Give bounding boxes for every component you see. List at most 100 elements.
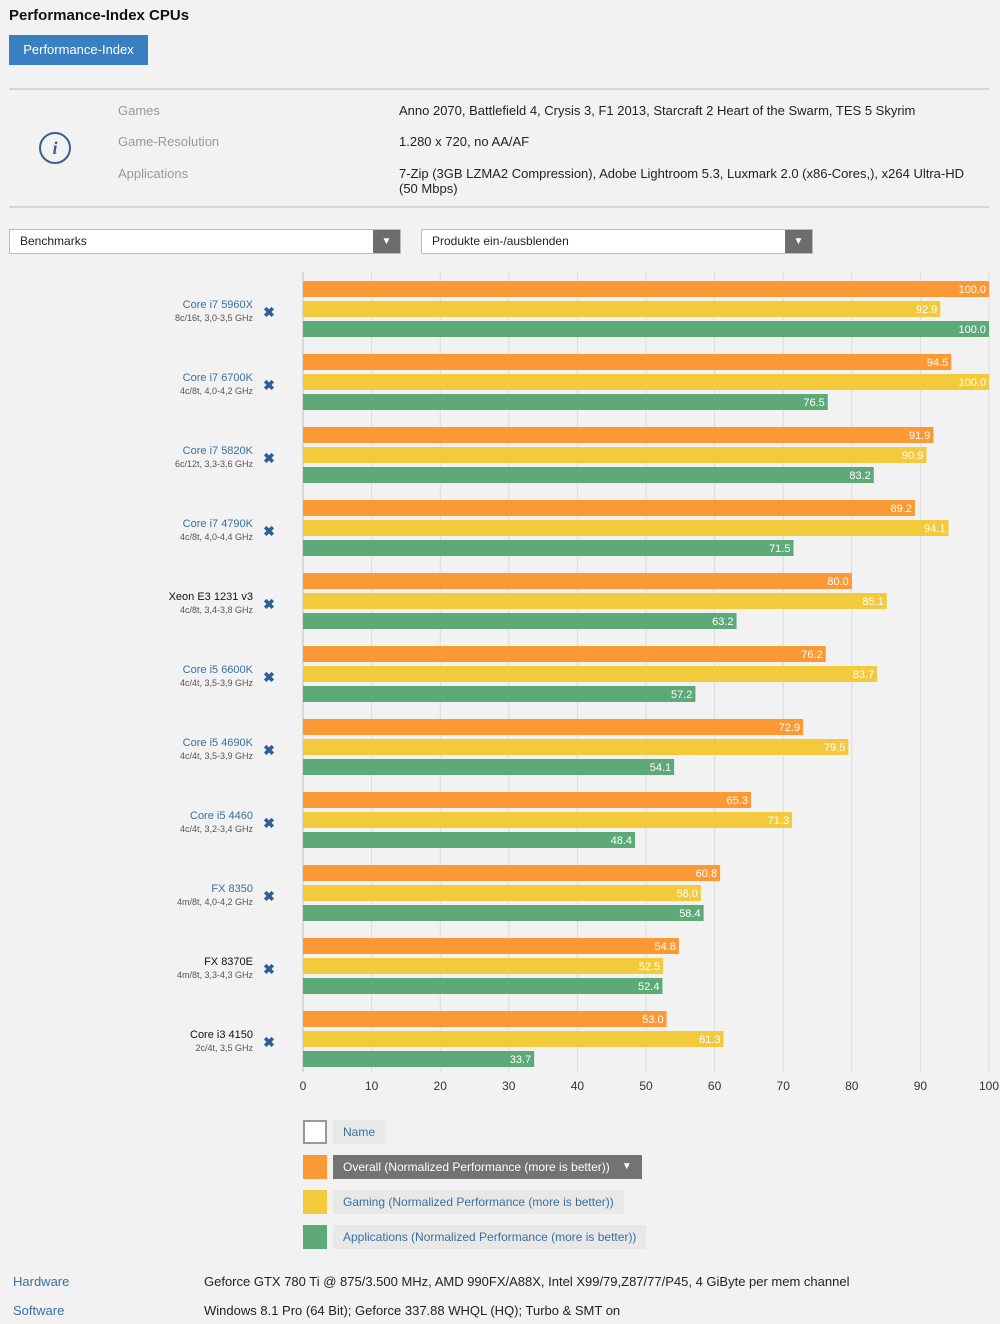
bar-value-label: 65.3 — [727, 795, 748, 807]
info-label-applications: Applications — [118, 166, 189, 181]
bar-value-label: 54.8 — [655, 941, 676, 953]
product-spec: 4c/8t, 4,0-4,2 GHz — [180, 386, 254, 396]
bar — [303, 1011, 667, 1027]
bar — [303, 354, 952, 370]
bar — [303, 613, 737, 629]
bar-value-label: 61.3 — [699, 1034, 720, 1046]
remove-product-icon[interactable]: ✖ — [263, 742, 275, 758]
bar — [303, 374, 989, 390]
bar — [303, 520, 949, 536]
bar — [303, 394, 828, 410]
bar — [303, 1051, 535, 1067]
remove-product-icon[interactable]: ✖ — [263, 1034, 275, 1050]
remove-product-icon[interactable]: ✖ — [263, 961, 275, 977]
bar — [303, 938, 679, 954]
remove-product-icon[interactable]: ✖ — [263, 669, 275, 685]
product-link: Core i7 6700K — [183, 372, 254, 384]
product-spec: 4c/4t, 3,5-3,9 GHz — [180, 751, 254, 761]
chevron-down-icon: ▼ — [373, 230, 400, 253]
bar-value-label: 80.0 — [827, 576, 848, 588]
bar-value-label: 58.4 — [679, 908, 700, 920]
bar-value-label: 71.3 — [768, 815, 789, 827]
products-dropdown[interactable]: Produkte ein-/ausblenden ▼ — [421, 229, 813, 254]
benchmarks-dropdown[interactable]: Benchmarks ▼ — [9, 229, 401, 254]
legend-label-gaming[interactable]: Gaming (Normalized Performance (more is … — [333, 1190, 624, 1214]
bar-value-label: 76.2 — [801, 649, 822, 661]
legend-label-overall-text: Overall (Normalized Performance (more is… — [343, 1160, 610, 1174]
bar-value-label: 79.5 — [824, 742, 845, 754]
product-link: Core i5 6600K — [183, 664, 254, 676]
x-tick-label: 30 — [502, 1079, 516, 1093]
bar — [303, 1031, 724, 1047]
bar-value-label: 92.9 — [916, 304, 937, 316]
bar-value-label: 53.0 — [642, 1014, 663, 1026]
remove-product-icon[interactable]: ✖ — [263, 815, 275, 831]
bar-value-label: 100.0 — [958, 284, 986, 296]
bar-value-label: 83.2 — [849, 470, 870, 482]
bar — [303, 666, 878, 682]
x-tick-label: 90 — [914, 1079, 928, 1093]
legend-swatch-applications — [303, 1225, 327, 1249]
product-link: Core i7 4790K — [183, 518, 254, 530]
product-name: Xeon E3 1231 v3 — [169, 591, 253, 603]
software-link[interactable]: Software — [13, 1303, 65, 1318]
products-dropdown-label: Produkte ein-/ausblenden — [432, 234, 569, 248]
chevron-down-icon: ▼ — [785, 230, 812, 253]
bar-value-label: 54.1 — [650, 762, 671, 774]
bar — [303, 812, 793, 828]
product-spec: 8c/16t, 3,0-3,5 GHz — [175, 313, 254, 323]
product-spec: 4c/4t, 3,2-3,4 GHz — [180, 824, 254, 834]
sort-down-icon: ▼ — [621, 1161, 632, 1172]
bar — [303, 885, 701, 901]
bar-value-label: 94.1 — [924, 523, 945, 535]
bar-value-label: 60.8 — [696, 868, 717, 880]
remove-product-icon[interactable]: ✖ — [263, 523, 275, 539]
product-spec: 4m/8t, 4,0-4,2 GHz — [177, 897, 254, 907]
bar — [303, 905, 704, 921]
bar — [303, 447, 927, 463]
x-tick-label: 40 — [571, 1079, 585, 1093]
legend-swatch-gaming — [303, 1190, 327, 1214]
bar — [303, 593, 887, 609]
product-spec: 4c/4t, 3,5-3,9 GHz — [180, 678, 254, 688]
bar — [303, 958, 664, 974]
info-label-resolution: Game-Resolution — [118, 134, 220, 149]
x-tick-label: 20 — [434, 1079, 448, 1093]
product-name: FX 8370E — [204, 956, 253, 968]
hardware-link[interactable]: Hardware — [13, 1274, 70, 1289]
remove-product-icon[interactable]: ✖ — [263, 596, 275, 612]
product-link: Core i7 5820K — [183, 445, 254, 457]
remove-product-icon[interactable]: ✖ — [263, 450, 275, 466]
legend-label-applications[interactable]: Applications (Normalized Performance (mo… — [333, 1225, 647, 1249]
x-tick-label: 70 — [777, 1079, 791, 1093]
tab-performance-index[interactable]: Performance-Index — [9, 35, 148, 65]
product-link: Core i5 4460 — [190, 810, 253, 822]
legend-label-name[interactable]: Name — [333, 1120, 386, 1144]
bar-value-label: 83.7 — [853, 669, 874, 681]
product-name: Core i3 4150 — [190, 1029, 253, 1041]
remove-product-icon[interactable]: ✖ — [263, 888, 275, 904]
info-panel: i Games Anno 2070, Battlefield 4, Crysis… — [9, 88, 989, 208]
bar-value-label: 58.0 — [676, 888, 697, 900]
remove-product-icon[interactable]: ✖ — [263, 304, 275, 320]
bar — [303, 759, 675, 775]
bar — [303, 739, 849, 755]
x-tick-label: 60 — [708, 1079, 722, 1093]
info-value-resolution: 1.280 x 720, no AA/AF — [399, 134, 530, 149]
product-spec: 2c/4t, 3,5 GHz — [195, 1043, 253, 1053]
bar — [303, 281, 989, 297]
legend-label-overall[interactable]: Overall (Normalized Performance (more is… — [333, 1155, 642, 1179]
bar-value-label: 63.2 — [712, 616, 733, 628]
x-tick-label: 50 — [639, 1079, 653, 1093]
hardware-value: Geforce GTX 780 Ti @ 875/3.500 MHz, AMD … — [204, 1274, 850, 1289]
info-value-games: Anno 2070, Battlefield 4, Crysis 3, F1 2… — [399, 103, 916, 118]
benchmarks-dropdown-label: Benchmarks — [20, 234, 87, 248]
remove-product-icon[interactable]: ✖ — [263, 377, 275, 393]
bar-value-label: 71.5 — [769, 543, 790, 555]
product-spec: 4c/8t, 3,4-3,8 GHz — [180, 605, 254, 615]
info-icon: i — [39, 132, 71, 164]
bar — [303, 686, 696, 702]
bar-value-label: 100.0 — [958, 377, 986, 389]
bar — [303, 719, 804, 735]
